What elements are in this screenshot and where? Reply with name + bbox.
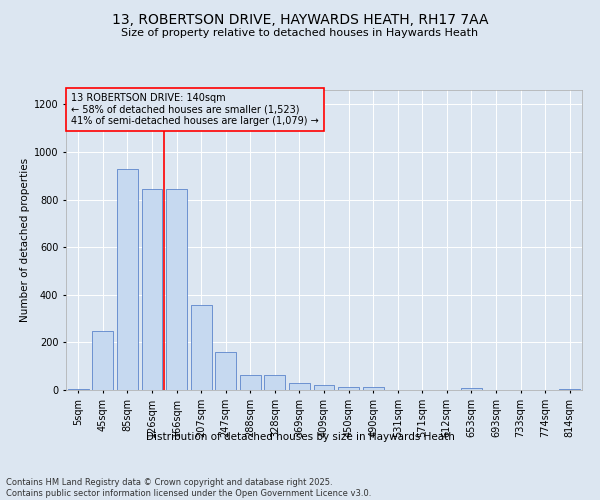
Bar: [362, 387, 383, 390]
Bar: [289, 383, 310, 390]
Bar: [68, 389, 89, 390]
Y-axis label: Number of detached properties: Number of detached properties: [20, 158, 29, 322]
Text: Size of property relative to detached houses in Haywards Heath: Size of property relative to detached ho…: [121, 28, 479, 38]
Text: Distribution of detached houses by size in Haywards Heath: Distribution of detached houses by size …: [146, 432, 454, 442]
Bar: [559, 389, 580, 390]
Text: 13 ROBERTSON DRIVE: 140sqm
← 58% of detached houses are smaller (1,523)
41% of s: 13 ROBERTSON DRIVE: 140sqm ← 58% of deta…: [71, 93, 319, 126]
Bar: [142, 189, 163, 390]
Bar: [338, 387, 359, 390]
Bar: [461, 388, 482, 390]
Bar: [166, 189, 187, 390]
Bar: [191, 305, 212, 390]
Text: 13, ROBERTSON DRIVE, HAYWARDS HEATH, RH17 7AA: 13, ROBERTSON DRIVE, HAYWARDS HEATH, RH1…: [112, 12, 488, 26]
Bar: [265, 375, 286, 390]
Bar: [240, 374, 261, 390]
Bar: [117, 168, 138, 390]
Bar: [314, 385, 334, 390]
Text: Contains HM Land Registry data © Crown copyright and database right 2025.
Contai: Contains HM Land Registry data © Crown c…: [6, 478, 371, 498]
Bar: [92, 331, 113, 390]
Bar: [215, 352, 236, 390]
